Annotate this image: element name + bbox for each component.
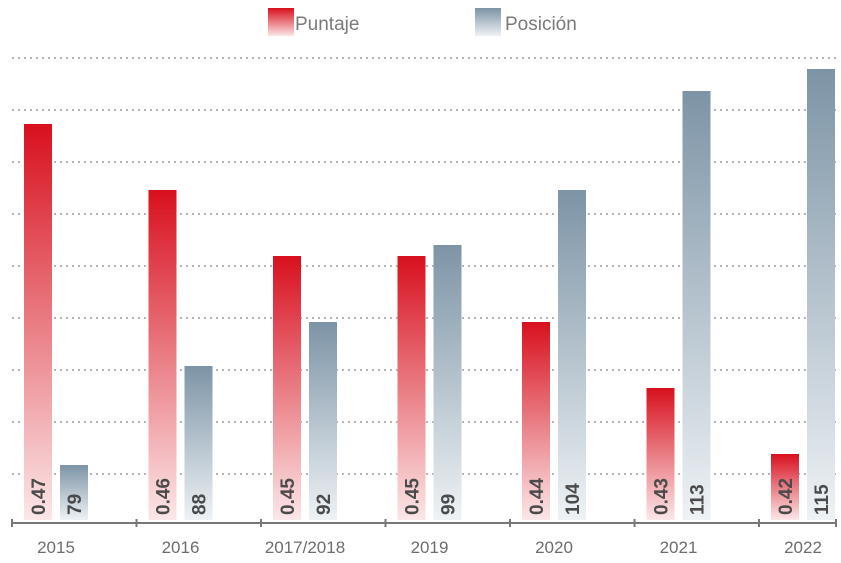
bar-value-label: 104 xyxy=(563,483,584,515)
bar-value-label: 0.44 xyxy=(527,478,548,515)
bar-puntaje-2019 xyxy=(397,256,426,520)
bar-puntaje-2022 xyxy=(771,454,799,520)
bar-value-label: 0.45 xyxy=(403,478,424,515)
bar-posicion-2019 xyxy=(433,245,462,520)
bar-value-labels: 0.47 0.46 0.45 0.45 0.44 0.43 0.42 79 88 92 99 104 1… xyxy=(29,478,833,515)
bar-puntaje-2015 xyxy=(24,124,52,520)
legend-label-puntaje: Puntaje xyxy=(295,14,359,35)
x-tick-label: 2015 xyxy=(37,538,75,557)
bar-puntaje-2020 xyxy=(522,322,550,520)
bar-value-label: 113 xyxy=(688,484,709,515)
bar-value-label: 99 xyxy=(439,494,460,515)
bar-posicion-2020 xyxy=(558,190,586,520)
x-tick-label: 2020 xyxy=(535,538,573,557)
bar-value-label: 0.46 xyxy=(154,478,175,515)
x-tick-label: 2021 xyxy=(660,538,698,557)
bar-value-label: 88 xyxy=(190,494,211,515)
bar-posicion-2016 xyxy=(184,366,213,520)
bar-posicion-2015 xyxy=(60,465,88,520)
bar-value-label: 0.47 xyxy=(29,478,50,515)
bar-posicion-2017-2018 xyxy=(309,322,337,520)
legend: Puntaje Posición xyxy=(268,8,577,36)
bar-value-label: 79 xyxy=(65,494,86,515)
bar-posicion-2022 xyxy=(807,69,835,520)
legend-swatch-puntaje xyxy=(268,8,294,36)
x-tick-label: 2022 xyxy=(784,538,822,557)
bar-value-label: 0.43 xyxy=(652,478,673,515)
bar-puntaje-2016 xyxy=(148,190,177,520)
legend-swatch-posicion xyxy=(475,8,501,36)
x-axis: 2015 2016 2017/2018 2019 2020 2021 2022 xyxy=(11,519,837,557)
x-tick-label: 2017/2018 xyxy=(265,538,345,557)
bar-value-label: 92 xyxy=(314,494,335,515)
legend-label-posicion: Posición xyxy=(505,14,577,35)
bars xyxy=(24,69,835,520)
bar-posicion-2021 xyxy=(682,91,711,520)
bar-puntaje-2021 xyxy=(646,388,675,520)
x-tick-label: 2019 xyxy=(411,538,449,557)
bar-value-label: 115 xyxy=(812,484,833,515)
x-tick-label: 2016 xyxy=(162,538,200,557)
bar-value-label: 0.45 xyxy=(278,478,299,515)
bar-puntaje-2017-2018 xyxy=(273,256,301,520)
bar-value-label: 0.42 xyxy=(776,478,797,515)
